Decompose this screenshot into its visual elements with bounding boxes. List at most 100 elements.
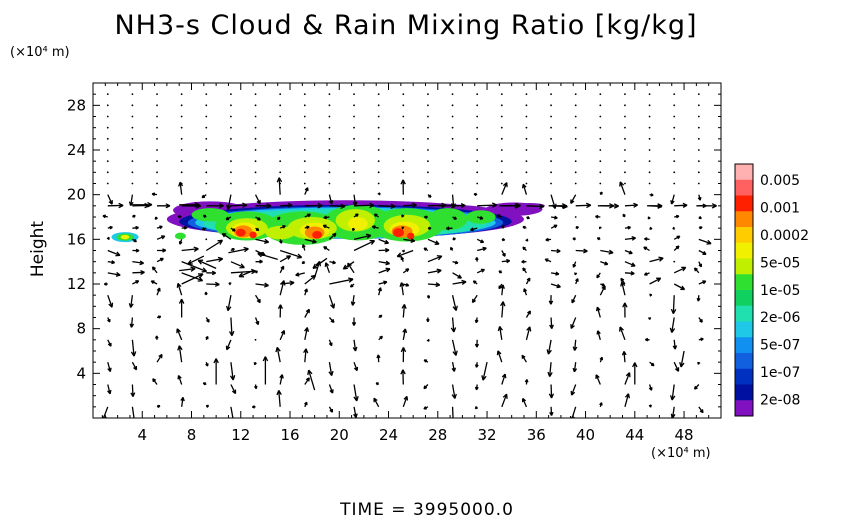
wind-vector bbox=[547, 362, 553, 377]
wind-vector bbox=[177, 345, 183, 363]
wind-vector bbox=[673, 160, 676, 163]
wind-vector bbox=[452, 237, 456, 241]
wind-vector bbox=[328, 294, 336, 309]
colorbar-swatch bbox=[735, 274, 753, 291]
wind-vector bbox=[352, 194, 358, 207]
wind-vector bbox=[230, 227, 236, 232]
wind-vector bbox=[648, 404, 652, 408]
wind-vector bbox=[180, 182, 183, 185]
y-axis-unit: (×10⁴ m) bbox=[10, 45, 70, 60]
wind-vector bbox=[352, 227, 356, 232]
colorbar-swatch bbox=[735, 321, 753, 338]
wind-vector bbox=[254, 171, 257, 174]
wind-vector bbox=[673, 235, 681, 240]
wind-vector bbox=[377, 149, 380, 151]
wind-vector bbox=[624, 149, 626, 151]
wind-vector bbox=[673, 182, 676, 185]
wind-vector bbox=[401, 226, 405, 230]
wind-vector bbox=[473, 192, 478, 197]
wind-vector bbox=[452, 216, 458, 220]
wind-vector bbox=[328, 149, 331, 151]
wind-vector bbox=[698, 249, 707, 255]
wind-vector bbox=[402, 93, 405, 96]
wind-vector bbox=[619, 181, 626, 195]
wind-vector bbox=[353, 171, 355, 174]
wind-vector bbox=[399, 282, 405, 296]
wind-vector bbox=[595, 374, 601, 385]
wind-vector bbox=[107, 225, 113, 230]
wind-vector bbox=[131, 160, 134, 163]
wind-vector bbox=[230, 126, 232, 129]
wind-vector bbox=[669, 317, 676, 333]
wind-vector bbox=[649, 256, 664, 263]
wind-vector bbox=[450, 317, 457, 333]
wind-vector bbox=[575, 278, 579, 285]
wind-vector bbox=[570, 317, 577, 329]
wind-vector bbox=[107, 384, 112, 395]
wind-vector bbox=[423, 215, 428, 219]
wind-vector bbox=[599, 182, 602, 185]
y-tick-label: 24 bbox=[67, 141, 86, 159]
wind-vector bbox=[522, 267, 527, 274]
wind-vector bbox=[202, 214, 207, 218]
wind-vector bbox=[378, 314, 383, 319]
wind-vector bbox=[328, 406, 334, 413]
y-tick-label: 4 bbox=[76, 364, 86, 382]
wind-vector bbox=[229, 362, 236, 381]
wind-vector bbox=[423, 384, 429, 390]
wind-vector bbox=[205, 171, 208, 174]
wind-vector bbox=[423, 406, 429, 410]
cloud-patch bbox=[407, 232, 415, 240]
wind-vector bbox=[476, 238, 485, 244]
wind-vector bbox=[130, 384, 136, 397]
colorbar-swatch bbox=[735, 227, 753, 244]
wind-vector bbox=[106, 236, 110, 240]
wind-vector bbox=[377, 126, 380, 129]
wind-vector bbox=[279, 160, 282, 163]
wind-vector bbox=[501, 373, 507, 385]
wind-vector bbox=[106, 137, 109, 140]
wind-vector bbox=[329, 277, 354, 285]
wind-vector bbox=[501, 250, 506, 257]
wind-vector bbox=[375, 382, 380, 386]
wind-vector bbox=[176, 328, 183, 341]
chart-title: NH3-s Cloud & Rain Mixing Ratio [kg/kg] bbox=[114, 10, 698, 41]
wind-vector bbox=[304, 238, 317, 244]
wind-vector bbox=[624, 115, 626, 118]
wind-vector bbox=[205, 317, 210, 323]
wind-vector bbox=[599, 137, 602, 140]
wind-vector bbox=[696, 295, 701, 302]
wind-vector bbox=[476, 126, 479, 129]
wind-vector bbox=[205, 149, 208, 151]
x-tick-label: 8 bbox=[187, 426, 197, 444]
wind-vector bbox=[648, 149, 651, 151]
wind-vector bbox=[342, 261, 355, 270]
wind-vector bbox=[649, 277, 662, 285]
wind-vector bbox=[206, 281, 220, 287]
wind-vector bbox=[328, 232, 337, 240]
wind-vector bbox=[521, 354, 527, 363]
wind-vector bbox=[673, 245, 680, 251]
wind-vector bbox=[575, 202, 592, 209]
colorbar-swatch bbox=[735, 368, 753, 385]
wind-vector bbox=[697, 137, 700, 140]
wind-vector bbox=[132, 280, 140, 285]
wind-vector bbox=[128, 295, 134, 308]
wind-vector bbox=[698, 317, 703, 323]
wind-vector bbox=[698, 238, 712, 245]
wind-vector bbox=[693, 267, 700, 274]
wind-vector bbox=[205, 126, 208, 129]
wind-vector bbox=[403, 202, 417, 208]
wind-vector bbox=[521, 183, 528, 195]
wind-vector bbox=[279, 249, 303, 259]
wind-vector bbox=[624, 104, 626, 107]
wind-vector bbox=[180, 149, 183, 151]
wind-vector bbox=[525, 277, 531, 285]
time-footer: TIME = 3995000.0 bbox=[340, 500, 514, 520]
wind-vector bbox=[427, 282, 441, 288]
wind-vector bbox=[402, 182, 405, 185]
wind-vector bbox=[253, 361, 257, 366]
wind-vector bbox=[323, 215, 330, 220]
wind-vector bbox=[600, 261, 609, 266]
wind-vector bbox=[304, 225, 310, 230]
